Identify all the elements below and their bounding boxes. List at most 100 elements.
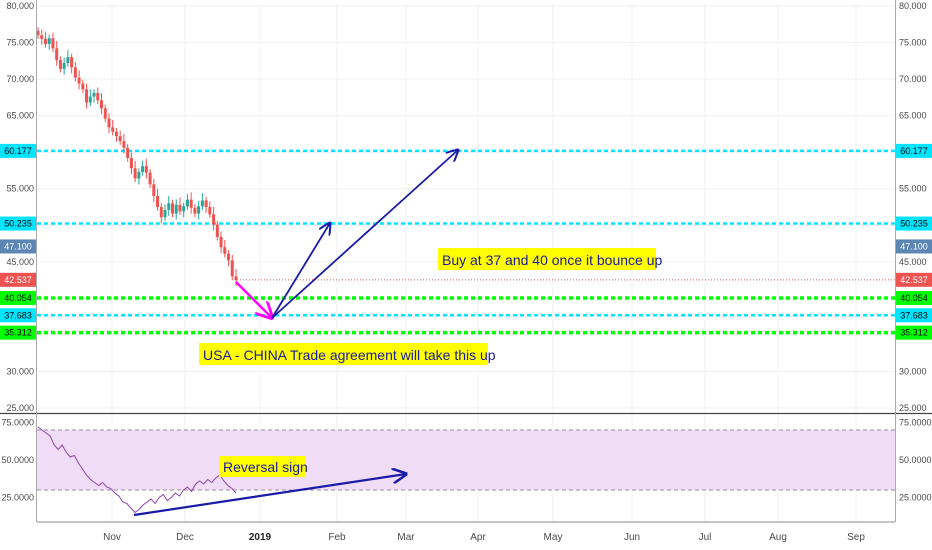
x-tick-label: May <box>544 532 563 543</box>
candle-body <box>227 253 231 261</box>
x-tick-label: Mar <box>397 532 415 543</box>
candle-body <box>107 118 111 128</box>
price-badge-right-text: 47.100 <box>900 241 928 251</box>
candle-body <box>51 38 55 49</box>
y-tick-label-left: 55.000 <box>6 184 34 194</box>
y-tick-label-left: 30.000 <box>6 366 34 376</box>
price-badge-left-text: 40.054 <box>4 293 32 303</box>
candle-body <box>219 236 223 248</box>
price-badge-right <box>896 308 932 323</box>
price-badge-left-text: 42.537 <box>4 275 32 285</box>
y-tick-label-left: 70.000 <box>6 74 34 84</box>
y-tick-label-left: 75.000 <box>6 38 34 48</box>
y-tick-label-right: 30.000 <box>899 366 927 376</box>
blue-up-arrow-short <box>271 223 330 319</box>
y-tick-label-right: 45.000 <box>899 257 927 267</box>
candle-body <box>47 38 51 45</box>
annotation-buy-bg <box>438 248 656 270</box>
y-tick-label-right: 25.000 <box>899 403 927 413</box>
magenta-down-arrow <box>235 281 272 318</box>
candle-body <box>170 203 174 214</box>
candle-body <box>96 92 100 101</box>
candle-body <box>144 166 148 173</box>
reversal-arrow <box>133 474 406 517</box>
price-badge-left <box>0 290 36 305</box>
oscillator-pane <box>37 426 895 514</box>
osc-y-tick-right: 25.0000 <box>899 493 932 503</box>
candle-body <box>137 171 141 179</box>
x-tick-label: Apr <box>470 532 486 543</box>
candle-body <box>129 158 133 169</box>
candle-body <box>73 67 77 78</box>
price-badge-left <box>0 308 36 323</box>
candle-body <box>189 199 193 208</box>
candle-body <box>208 207 212 215</box>
candle-body <box>85 89 89 103</box>
price-badge-right <box>896 143 932 158</box>
price-badge-left <box>0 143 36 158</box>
osc-y-tick-right: 75.0000 <box>899 418 932 428</box>
price-badge-right-text: 35.312 <box>900 328 928 338</box>
candle-body <box>66 57 70 64</box>
price-badge-left-text: 35.312 <box>4 328 32 338</box>
y-tick-label-right: 75.000 <box>899 38 927 48</box>
y-tick-label-right: 80.000 <box>899 1 927 11</box>
price-badge-right <box>896 325 932 340</box>
price-badge-left <box>0 272 36 287</box>
candle-body <box>70 57 74 68</box>
oscillator-band <box>37 430 895 490</box>
candle-body <box>148 172 152 185</box>
candle-body <box>159 207 163 218</box>
candle-body <box>234 276 238 281</box>
price-badge-right-text: 42.537 <box>900 275 928 285</box>
arrows <box>133 150 458 517</box>
candle-body <box>92 92 96 97</box>
y-tick-label-right: 55.000 <box>899 184 927 194</box>
candle-body <box>114 131 118 137</box>
price-badge-left <box>0 216 36 231</box>
candle-body <box>167 203 171 210</box>
annotation-reversal: Reversal sign <box>223 459 308 475</box>
osc-y-tick-right: 50.0000 <box>899 455 932 465</box>
candle-body <box>122 141 126 148</box>
candle-body <box>141 166 145 172</box>
candle-body <box>174 204 178 214</box>
price-badge-left <box>0 239 36 254</box>
price-badge-left-text: 47.100 <box>4 241 32 251</box>
price-badge-left-text: 37.683 <box>4 310 32 320</box>
candle-body <box>178 204 182 212</box>
annotation-trade-bg <box>199 343 488 365</box>
candle-body <box>133 168 137 179</box>
candle-body <box>111 127 115 132</box>
price-badge-left-text: 60.177 <box>4 146 32 156</box>
blue-up-arrow-long <box>271 150 458 319</box>
annotation-reversal-bg <box>219 456 305 477</box>
x-tick-label: Aug <box>769 532 787 543</box>
price-badge-right-text: 50.235 <box>900 219 928 229</box>
candle-body <box>126 147 130 159</box>
annotation-trade: USA - CHINA Trade agreement will take th… <box>203 347 496 363</box>
candle-body <box>182 206 186 212</box>
osc-y-tick-left: 50.0000 <box>1 455 34 465</box>
candle-body <box>36 30 40 36</box>
candle-body <box>156 196 160 207</box>
x-tick-label: Jul <box>699 532 712 543</box>
price-badge-left-text: 50.235 <box>4 219 32 229</box>
x-tick-label: Sep <box>847 532 865 543</box>
price-badge-right <box>896 272 932 287</box>
candles <box>36 27 238 286</box>
y-tick-label-left: 80.000 <box>6 1 34 11</box>
candle-body <box>193 207 197 214</box>
candle-body <box>55 48 59 61</box>
oscillator-line <box>37 426 237 514</box>
price-badge-right <box>896 239 932 254</box>
y-tick-label-left: 45.000 <box>6 257 34 267</box>
candle-body <box>204 200 208 207</box>
annotation-buy: Buy at 37 and 40 once it bounce up <box>442 252 662 268</box>
candle-body <box>62 63 66 69</box>
x-tick-label: Dec <box>176 532 194 543</box>
price-badge-left <box>0 325 36 340</box>
price-badge-right-text: 40.054 <box>900 293 928 303</box>
candle-body <box>81 83 85 90</box>
